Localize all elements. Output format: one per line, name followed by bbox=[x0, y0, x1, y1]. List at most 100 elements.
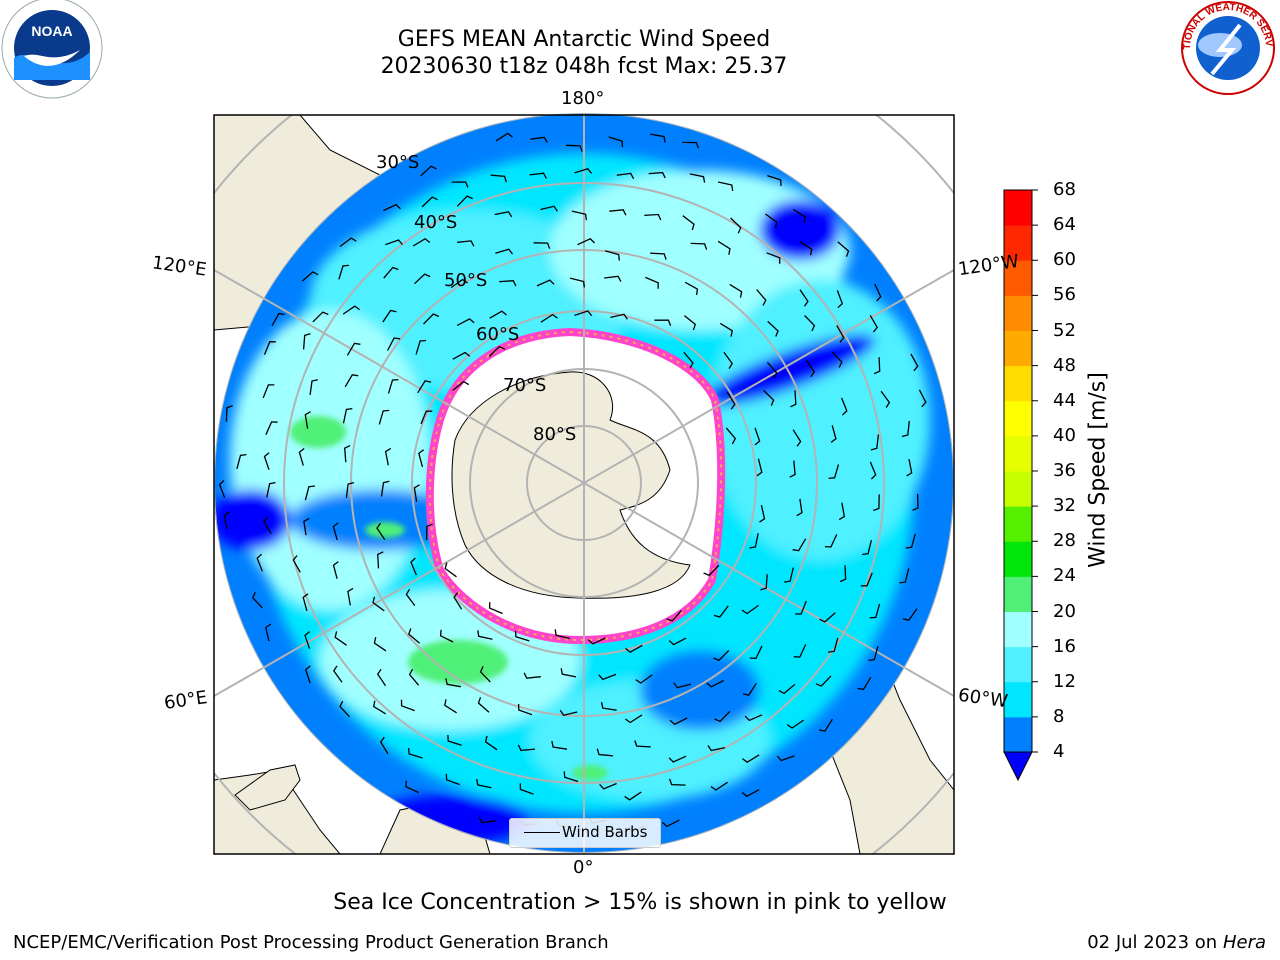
wind-barb bbox=[420, 165, 437, 177]
footer-date: 02 Jul 2023 on Hera bbox=[1087, 932, 1266, 953]
lat-label-60s: 60°S bbox=[476, 324, 520, 345]
wind-barb bbox=[723, 351, 733, 369]
lat-label-40s: 40°S bbox=[414, 212, 458, 233]
wind-barb bbox=[551, 740, 568, 750]
wind-barb bbox=[654, 319, 672, 327]
wind-barb bbox=[918, 389, 927, 408]
wind-barb bbox=[332, 561, 339, 579]
wind-barb bbox=[796, 498, 803, 517]
wind-barb bbox=[778, 683, 796, 695]
wind-barb bbox=[417, 380, 432, 394]
wind-barb bbox=[451, 181, 469, 188]
colorbar-tick-label: 68 bbox=[1053, 179, 1076, 200]
wind-barb bbox=[265, 623, 272, 642]
wind-barb bbox=[714, 710, 731, 723]
wind-barb bbox=[645, 276, 659, 289]
wind-barb bbox=[634, 740, 651, 748]
wind-barb bbox=[265, 421, 278, 435]
colorbar-segment bbox=[1004, 681, 1032, 718]
wind-barb bbox=[786, 719, 805, 729]
wind-barb bbox=[717, 181, 734, 191]
colorbar-tick-label: 4 bbox=[1053, 741, 1065, 762]
wind-barb bbox=[689, 173, 706, 183]
wind-barb bbox=[301, 271, 319, 282]
wind-barb bbox=[376, 522, 386, 541]
wind-barb bbox=[225, 405, 233, 422]
lat-label-30s: 30°S bbox=[376, 152, 420, 173]
colorbar-tick-label: 56 bbox=[1053, 284, 1076, 306]
wind-barb bbox=[804, 315, 816, 332]
wind-barb bbox=[765, 213, 778, 229]
wind-barb bbox=[263, 452, 270, 471]
wind-barb bbox=[749, 533, 759, 549]
wind-barb bbox=[488, 602, 503, 615]
wind-barb bbox=[837, 241, 850, 257]
wind-barb bbox=[668, 778, 686, 786]
wind-barb bbox=[312, 311, 329, 323]
wind-barb bbox=[668, 755, 687, 763]
wind-barb bbox=[410, 557, 417, 576]
wind-barb bbox=[719, 322, 733, 337]
wind-barb bbox=[668, 637, 687, 646]
colorbar-segment bbox=[1004, 365, 1032, 402]
wind-barb bbox=[495, 132, 513, 142]
wind-barb bbox=[767, 174, 782, 186]
wind-barb bbox=[304, 411, 311, 429]
wind-barb bbox=[661, 819, 680, 828]
colorbar-tick-label: 24 bbox=[1053, 565, 1076, 587]
wind-barb bbox=[756, 458, 763, 477]
wind-barb bbox=[478, 816, 496, 824]
wind-barb bbox=[789, 460, 796, 478]
wind-barb bbox=[452, 351, 471, 360]
wind-barb bbox=[444, 699, 457, 714]
wind-barb bbox=[869, 314, 878, 333]
wind-barb bbox=[334, 631, 347, 646]
wind-barb bbox=[256, 553, 263, 572]
wind-barb bbox=[302, 333, 311, 350]
wind-barb bbox=[453, 592, 463, 610]
wind-barb bbox=[682, 141, 700, 149]
wind-barb bbox=[795, 600, 807, 615]
wind-barb bbox=[625, 644, 643, 653]
wind-barb bbox=[420, 410, 433, 425]
wind-barb bbox=[901, 420, 910, 438]
wind-barb bbox=[304, 665, 311, 684]
colorbar-segment bbox=[1004, 576, 1032, 612]
wind-barb bbox=[792, 208, 806, 223]
colorbar-segment bbox=[1004, 400, 1032, 437]
wind-barb bbox=[344, 445, 351, 463]
wind-barb bbox=[648, 171, 666, 179]
wind-barb bbox=[828, 464, 840, 480]
wind-barb bbox=[790, 390, 797, 408]
wind-barb bbox=[906, 458, 913, 477]
wind-barb bbox=[479, 666, 491, 683]
wind-barb bbox=[819, 612, 836, 623]
wind-barb bbox=[838, 502, 846, 521]
wind-barb bbox=[760, 574, 768, 591]
wind-barb bbox=[839, 565, 847, 583]
wind-barb bbox=[540, 313, 558, 323]
wind-barb bbox=[379, 736, 389, 755]
colorbar-segment bbox=[1004, 471, 1032, 507]
wind-barb bbox=[456, 318, 475, 326]
wind-barb bbox=[815, 675, 832, 687]
colorbar-segment bbox=[1004, 646, 1032, 683]
wind-barb bbox=[650, 252, 667, 260]
wind-barb bbox=[766, 252, 781, 264]
wind-barb bbox=[713, 605, 729, 618]
wind-barb bbox=[347, 587, 354, 606]
figure-title: GEFS MEAN Antarctic Wind Speed bbox=[397, 27, 771, 52]
colorbar-segment bbox=[1004, 260, 1032, 296]
wind-barb bbox=[445, 678, 462, 688]
wind-barb bbox=[380, 480, 390, 497]
wind-barb bbox=[741, 789, 760, 798]
wind-barb bbox=[519, 783, 534, 795]
wind-barb bbox=[574, 310, 593, 317]
wind-barb bbox=[873, 357, 881, 375]
wind-barb bbox=[902, 608, 918, 622]
wind-barb bbox=[669, 717, 688, 726]
wind-barb bbox=[384, 447, 392, 466]
wind-barb bbox=[262, 384, 275, 399]
wind-barb bbox=[412, 238, 431, 247]
wind-barb bbox=[857, 676, 872, 691]
